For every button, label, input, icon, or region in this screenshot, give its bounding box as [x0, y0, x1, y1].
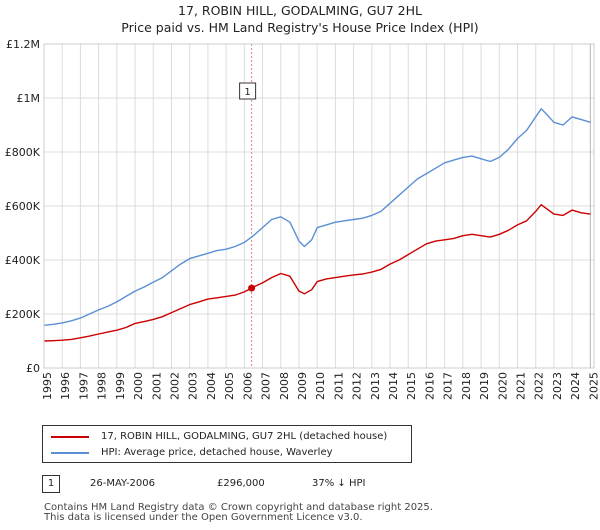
x-tick-label: 2024 — [569, 372, 582, 400]
x-tick-label: 2015 — [405, 372, 418, 400]
x-tick-label: 2001 — [150, 372, 163, 400]
y-tick-label: £400K — [5, 254, 41, 267]
property-price-line — [43, 203, 591, 342]
x-tick-label: 1998 — [96, 372, 109, 400]
y-tick-label: £1.2M — [6, 38, 40, 51]
x-tick-label: 2016 — [423, 372, 436, 400]
chart-title: 17, ROBIN HILL, GODALMING, GU7 2HL — [178, 3, 422, 18]
sale-date: 26-MAY-2006 — [90, 478, 156, 489]
footer-line-1: Contains HM Land Registry data © Crown c… — [44, 502, 433, 513]
x-tick-label: 2013 — [369, 372, 382, 400]
footer-line-2: This data is licensed under the Open Gov… — [44, 512, 363, 523]
price-chart: 1995 1996 1997 1998 1999 2000 2001 2002 2003 2004… — [5, 38, 600, 400]
y-tick-label: £600K — [5, 200, 41, 213]
x-tick-label: 2003 — [187, 372, 200, 400]
sale-label-box — [239, 82, 257, 100]
footer: Contains HM Land Registry data © Crown c… — [44, 503, 433, 523]
x-tick-label: 2008 — [278, 372, 291, 400]
x-tick-label: 2006 — [241, 372, 254, 400]
x-tick-label: 2009 — [296, 372, 309, 400]
x-tick-label: 2021 — [515, 372, 528, 400]
x-tick-label: 2007 — [260, 372, 273, 400]
x-tick-label: 2000 — [132, 372, 145, 400]
sale-price: £296,000 — [217, 478, 265, 489]
legend-hpi-label: HPI: Average price, detached house, Wave… — [101, 447, 333, 458]
legend-property-label: 17, ROBIN HILL, GODALMING, GU7 2HL (deta… — [101, 431, 388, 442]
legend-hpi-swatch — [51, 452, 89, 454]
x-tick-label: 2022 — [533, 372, 546, 400]
chart-legend: 17, ROBIN HILL, GODALMING, GU7 2HL (deta… — [42, 425, 412, 463]
y-tick-label: £0 — [26, 362, 40, 375]
sale-hpi-diff: 37% ↓ HPI — [312, 478, 366, 489]
x-tick-label: 1995 — [41, 372, 54, 400]
x-tick-label: 1997 — [77, 372, 90, 400]
x-tick-label: 2023 — [551, 372, 564, 400]
x-tick-label: 2014 — [387, 372, 400, 400]
hpi-line — [43, 108, 591, 326]
x-tick-label: 2025 — [587, 372, 600, 400]
x-tick-label: 2010 — [314, 372, 327, 400]
y-tick-label: £1M — [17, 92, 41, 105]
sale-number-badge: 1 — [42, 475, 60, 493]
x-tick-label: 2005 — [223, 372, 236, 400]
sale-label-text: 1 — [244, 87, 250, 98]
sale-row: 1 26-MAY-2006 £296,000 37% ↓ HPI — [42, 475, 582, 493]
legend-property-swatch — [51, 436, 89, 438]
x-tick-label: 2011 — [332, 372, 345, 400]
x-tick-label: 2018 — [460, 372, 473, 400]
x-tick-label: 2017 — [442, 372, 455, 400]
x-tick-label: 2002 — [168, 372, 181, 400]
x-tick-label: 2020 — [496, 372, 509, 400]
sale-point — [248, 284, 256, 292]
x-tick-label: 2019 — [478, 372, 491, 400]
plot-border — [43, 43, 595, 369]
y-tick-label: £200K — [5, 308, 41, 321]
chart-subtitle: Price paid vs. HM Land Registry's House … — [121, 20, 479, 35]
x-tick-label: 1999 — [114, 372, 127, 400]
y-tick-label: £800K — [5, 146, 41, 159]
x-tick-label: 1996 — [59, 372, 72, 400]
x-tick-label: 2004 — [205, 372, 218, 400]
x-tick-label: 2012 — [351, 372, 364, 400]
